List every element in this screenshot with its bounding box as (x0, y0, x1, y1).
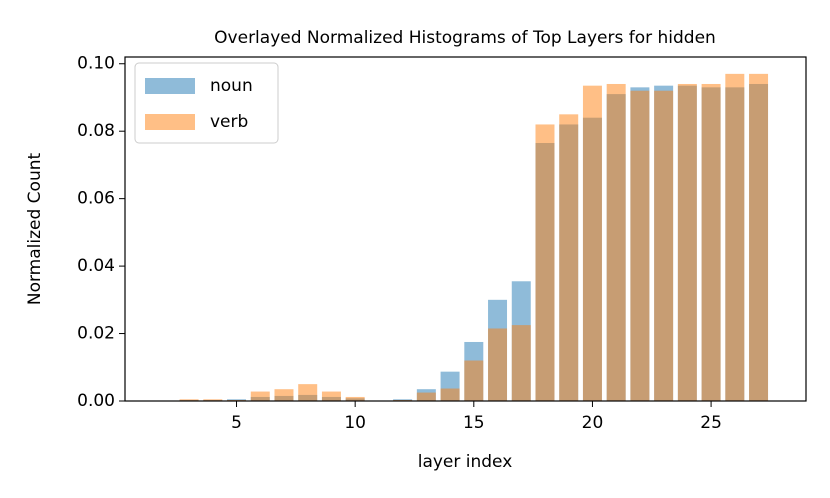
y-axis-label: Normalized Count (25, 153, 45, 306)
legend-box (134, 62, 279, 144)
legend-label: noun (210, 76, 253, 96)
bar (488, 328, 508, 401)
bar (250, 391, 270, 401)
legend-swatch (145, 78, 195, 94)
bar (440, 388, 460, 401)
bar (654, 90, 674, 401)
x-tick-label: 15 (463, 413, 485, 433)
x-tick-label: 5 (231, 413, 242, 433)
y-tick-label: 0.10 (77, 54, 115, 74)
legend-swatch (145, 114, 195, 130)
bar (511, 325, 531, 401)
x-tick-label: 25 (700, 413, 722, 433)
bar (582, 85, 602, 402)
chart-title: Overlayed Normalized Histograms of Top L… (214, 28, 716, 48)
y-tick-label: 0.04 (77, 256, 115, 276)
bar (630, 90, 650, 401)
bar (321, 391, 341, 401)
bar (203, 399, 223, 401)
y-tick-label: 0.06 (77, 189, 115, 209)
x-tick-label: 20 (582, 413, 604, 433)
bar (725, 73, 745, 402)
bar (274, 389, 294, 401)
bar (606, 83, 626, 401)
y-tick-label: 0.02 (77, 324, 115, 344)
bar (298, 384, 318, 401)
bar (701, 83, 721, 401)
bar (416, 392, 436, 401)
bar (749, 73, 769, 402)
y-tick-label: 0.00 (77, 391, 115, 411)
bar (464, 360, 484, 401)
bar (179, 399, 199, 401)
x-tick-label: 10 (344, 413, 366, 433)
legend-label: verb (210, 112, 248, 132)
bar (559, 114, 579, 401)
bar (677, 83, 697, 401)
x-axis-label: layer index (418, 452, 513, 472)
plot-frame (124, 56, 807, 402)
y-tick-label: 0.08 (77, 121, 115, 141)
bar (535, 124, 555, 401)
bar (345, 396, 365, 401)
